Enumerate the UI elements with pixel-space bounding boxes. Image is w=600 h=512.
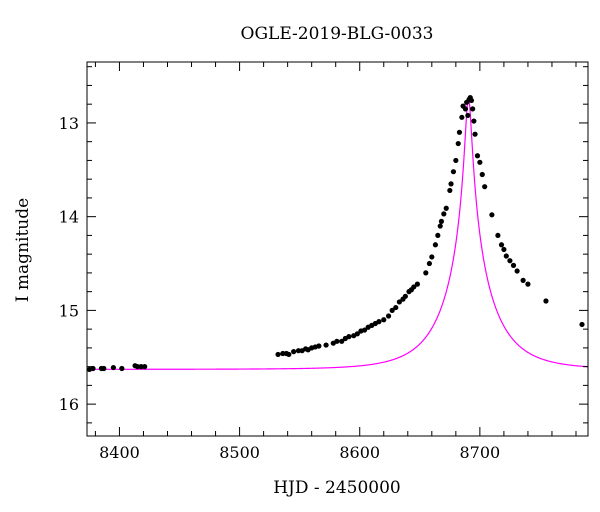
- data-point: [579, 321, 585, 328]
- data-point: [385, 313, 392, 319]
- data-point: [507, 258, 513, 264]
- x-tick-label: 8600: [339, 443, 380, 462]
- tick-labels-layer: 8400 8500 8600 8700 13 14 15 16: [59, 114, 501, 462]
- data-point: [447, 187, 453, 194]
- data-point: [462, 106, 469, 112]
- data-point: [90, 365, 96, 372]
- y-tick-label: 16: [59, 395, 79, 414]
- plot-frame: [86, 61, 589, 437]
- data-point: [134, 364, 141, 370]
- data-point: [286, 351, 292, 358]
- data-point: [453, 157, 459, 164]
- data-point: [495, 232, 501, 239]
- data-points-layer: [86, 95, 585, 373]
- data-point: [316, 343, 322, 349]
- data-point: [101, 365, 107, 372]
- data-point: [450, 169, 457, 175]
- data-point: [396, 299, 402, 305]
- data-point: [510, 262, 517, 268]
- data-point: [110, 364, 117, 371]
- data-point: [423, 270, 429, 276]
- data-point: [501, 246, 507, 253]
- data-point: [138, 364, 144, 370]
- data-point: [437, 223, 443, 229]
- y-tick-label: 13: [59, 114, 79, 133]
- data-point: [543, 298, 549, 304]
- data-point: [429, 254, 435, 260]
- data-point: [471, 118, 477, 124]
- model-curve: [87, 95, 589, 370]
- data-point: [414, 281, 420, 287]
- data-point: [346, 334, 352, 340]
- data-point: [468, 97, 475, 104]
- data-point: [323, 342, 329, 348]
- data-point: [275, 351, 281, 358]
- data-point: [443, 205, 449, 211]
- data-point: [295, 348, 302, 354]
- data-point: [456, 129, 463, 135]
- data-point: [339, 338, 345, 344]
- data-point: [291, 349, 297, 355]
- data-point: [393, 304, 399, 311]
- data-point: [376, 319, 382, 325]
- data-point: [489, 212, 495, 218]
- x-tick-label: 8700: [460, 443, 501, 462]
- data-point: [498, 242, 505, 248]
- data-point: [334, 338, 340, 344]
- data-point: [432, 242, 439, 248]
- data-point: [389, 307, 395, 313]
- data-point: [479, 171, 485, 178]
- x-tick-label: 8400: [99, 443, 140, 462]
- data-point: [472, 131, 478, 137]
- data-point: [435, 232, 441, 239]
- data-point: [503, 253, 509, 259]
- y-tick-label: 14: [59, 208, 79, 227]
- data-point: [280, 350, 286, 357]
- data-point: [482, 184, 488, 190]
- data-point: [474, 153, 481, 159]
- axis-ticks-layer: [87, 62, 588, 436]
- y-tick-label: 15: [59, 301, 79, 320]
- x-tick-label: 8500: [219, 443, 260, 462]
- data-point: [470, 106, 476, 112]
- data-point: [525, 281, 531, 287]
- data-point: [441, 211, 447, 217]
- data-point: [438, 218, 445, 224]
- data-point: [455, 140, 461, 147]
- data-point: [520, 277, 526, 283]
- data-point: [381, 317, 387, 323]
- model-curve-layer: [87, 95, 589, 370]
- chart-title: OGLE-2019-BLG-0033: [241, 24, 434, 44]
- x-axis-label: HJD - 2450000: [273, 478, 401, 498]
- data-point: [477, 159, 483, 165]
- data-point: [402, 293, 408, 299]
- data-point: [119, 365, 125, 372]
- data-point: [142, 364, 148, 370]
- data-point: [514, 268, 520, 274]
- data-point: [448, 181, 454, 187]
- data-point: [465, 112, 471, 119]
- data-point: [411, 284, 417, 290]
- data-point: [426, 260, 433, 267]
- data-point: [459, 114, 465, 120]
- data-point: [354, 331, 360, 337]
- y-axis-label: I magnitude: [13, 198, 33, 302]
- data-point: [361, 327, 368, 333]
